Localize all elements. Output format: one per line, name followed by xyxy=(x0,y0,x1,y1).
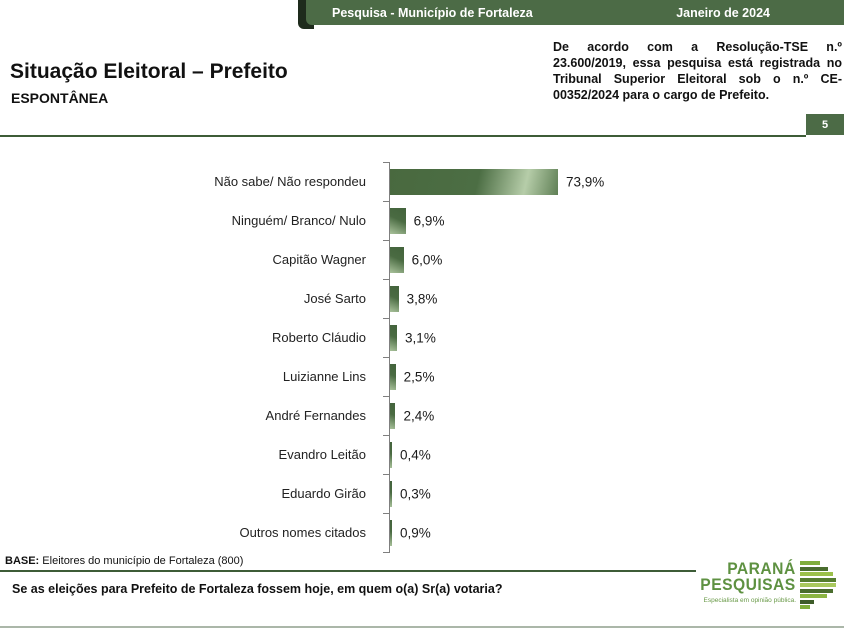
bar xyxy=(390,480,392,507)
axis-tick xyxy=(383,318,390,319)
bar-row: Roberto Cláudio 3,1% xyxy=(0,318,700,357)
bar-area: 2,4% xyxy=(378,402,700,429)
bar-row: Não sabe/ Não respondeu 73,9% xyxy=(0,162,700,201)
bar-area: 3,1% xyxy=(378,324,700,351)
base-note: BASE: Eleitores do município de Fortalez… xyxy=(5,555,243,567)
bar-value-label: 0,4% xyxy=(400,447,431,462)
logo-stripe xyxy=(800,594,827,598)
bar-value-label: 6,9% xyxy=(413,213,445,228)
bar-category-label: Eduardo Girão xyxy=(281,486,366,501)
bar-category-label: Capitão Wagner xyxy=(272,252,366,267)
logo-stripe xyxy=(800,583,836,587)
bar-area: 0,9% xyxy=(378,519,700,546)
bar xyxy=(390,246,404,273)
bar-category-label: Evandro Leitão xyxy=(278,447,366,462)
bar xyxy=(390,168,558,195)
bar-chart: Não sabe/ Não respondeu 73,9% Ninguém/ Bra… xyxy=(0,162,700,554)
bar-area: 0,3% xyxy=(378,480,700,507)
bar-category-label: André Fernandes xyxy=(265,408,366,423)
logo-tagline: Especialista em opinião pública. xyxy=(703,597,797,605)
header-bar: Pesquisa - Município de Fortaleza Janeir… xyxy=(306,0,844,25)
bar-value-label: 2,5% xyxy=(403,369,435,384)
bar-row: Capitão Wagner 6,0% xyxy=(0,240,700,279)
logo-stripes-icon xyxy=(800,561,838,615)
bar-value-label: 3,8% xyxy=(406,291,438,306)
bar-row: Eduardo Girão 0,3% xyxy=(0,474,700,513)
bar-value-label: 73,9% xyxy=(566,174,605,189)
logo-stripe xyxy=(800,572,833,576)
logo-line1: PARANÁ xyxy=(727,559,796,578)
bar xyxy=(390,402,396,429)
bar-row: Outros nomes citados 0,9% xyxy=(0,513,700,552)
top-divider-line xyxy=(0,135,806,137)
bar-value-label: 2,4% xyxy=(403,408,435,423)
header-survey-title: Pesquisa - Município de Fortaleza xyxy=(332,5,533,20)
bar xyxy=(390,441,392,468)
logo-line2: PESQUISAS xyxy=(700,575,796,595)
base-label: BASE: xyxy=(5,555,40,567)
bar-category-label: Roberto Cláudio xyxy=(272,330,366,345)
logo-stripe xyxy=(800,588,833,593)
page-subtitle: ESPONTÂNEA xyxy=(11,90,109,106)
bar-category-label: Não sabe/ Não respondeu xyxy=(214,174,366,189)
axis-tick xyxy=(383,435,390,436)
axis-tick xyxy=(383,201,390,202)
bar-category-label: Ninguém/ Branco/ Nulo xyxy=(231,213,366,228)
logo-stripe xyxy=(800,605,810,609)
bar xyxy=(390,285,399,312)
logo-stripe xyxy=(800,599,814,604)
bar-category-label: José Sarto xyxy=(303,291,366,306)
bar-area: 0,4% xyxy=(378,441,700,468)
bar-area: 6,0% xyxy=(378,246,700,273)
axis-tick xyxy=(383,396,390,397)
footer-divider-line xyxy=(0,570,696,572)
bar-value-label: 6,0% xyxy=(411,252,443,267)
axis-tick xyxy=(383,552,390,553)
bar xyxy=(390,519,393,546)
header-date: Janeiro de 2024 xyxy=(676,5,770,20)
axis-tick xyxy=(383,279,390,280)
parana-pesquisas-logo: PARANÁ PESQUISAS Especialista em opinião… xyxy=(692,559,838,615)
bar xyxy=(390,363,396,390)
page-number-badge: 5 xyxy=(806,114,844,135)
bar-value-label: 0,9% xyxy=(400,525,431,540)
logo-stripe xyxy=(800,577,836,582)
survey-question: Se as eleições para Prefeito de Fortalez… xyxy=(12,582,503,596)
logo-stripe xyxy=(800,566,828,571)
page-title: Situação Eleitoral – Prefeito xyxy=(10,60,288,83)
bar-row: André Fernandes 2,4% xyxy=(0,396,700,435)
bar-area: 73,9% xyxy=(378,168,700,195)
bar-row: Luizianne Lins 2,5% xyxy=(0,357,700,396)
bar-category-label: Luizianne Lins xyxy=(282,369,366,384)
axis-tick xyxy=(383,162,390,163)
logo-text: PARANÁ PESQUISAS Especialista em opinião… xyxy=(692,559,797,605)
logo-stripe xyxy=(800,561,820,565)
bar xyxy=(390,207,406,234)
base-text: Eleitores do município de Fortaleza (800… xyxy=(39,555,244,567)
bar-category-label: Outros nomes citados xyxy=(239,525,366,540)
bar-area: 3,8% xyxy=(378,285,700,312)
axis-tick xyxy=(383,513,390,514)
bar-value-label: 3,1% xyxy=(405,330,436,345)
bar-row: Evandro Leitão 0,4% xyxy=(0,435,700,474)
bar xyxy=(390,324,398,351)
axis-tick xyxy=(383,357,390,358)
bar-value-label: 0,3% xyxy=(400,486,431,501)
bar-row: Ninguém/ Branco/ Nulo 6,9% xyxy=(0,201,700,240)
axis-tick xyxy=(383,474,390,475)
bar-area: 6,9% xyxy=(378,207,700,234)
axis-tick xyxy=(383,240,390,241)
bottom-border-line xyxy=(0,626,844,628)
bar-area: 2,5% xyxy=(378,363,700,390)
registration-note: De acordo com a Resolução-TSE n.º 23.600… xyxy=(553,40,842,102)
bar-row: José Sarto 3,8% xyxy=(0,279,700,318)
